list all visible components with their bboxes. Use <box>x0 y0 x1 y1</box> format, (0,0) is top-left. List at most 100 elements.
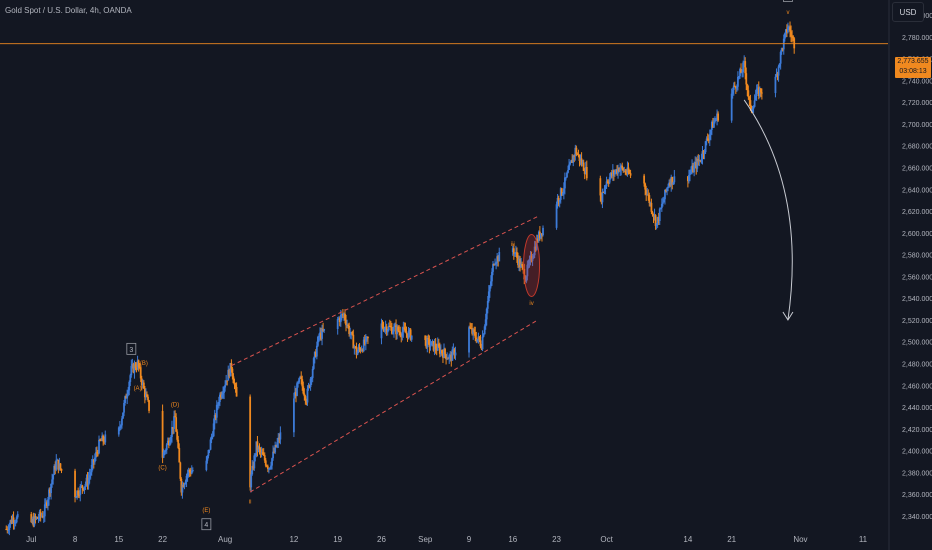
candle-body <box>431 340 434 342</box>
candle-body <box>229 362 232 377</box>
candle-body <box>651 211 654 215</box>
candles-layer <box>5 21 796 536</box>
candle-body <box>628 172 631 174</box>
candle-body <box>705 138 708 142</box>
candle-body <box>693 165 696 173</box>
candle-body <box>473 329 476 333</box>
candle-body <box>225 380 228 385</box>
candle-body <box>268 468 270 470</box>
candle-body <box>599 178 602 196</box>
candle-body <box>708 134 711 140</box>
symbol-legend[interactable]: Gold Spot / U.S. Dollar, 4h, OANDA <box>5 6 132 15</box>
candle-body <box>380 323 383 339</box>
candle-body <box>537 231 540 241</box>
candle-body <box>454 352 457 356</box>
candle-body <box>92 459 95 463</box>
candle-body <box>443 348 445 358</box>
candle-body <box>304 396 307 401</box>
candle-body <box>659 208 662 210</box>
candle-body <box>611 170 614 176</box>
candle-body <box>483 326 486 335</box>
candle-body <box>615 169 617 172</box>
candle-body <box>452 349 455 351</box>
candle-body <box>617 168 619 174</box>
candle-body <box>390 326 393 334</box>
candle-body <box>444 348 446 355</box>
candle-body <box>385 326 388 333</box>
candle-body <box>688 174 690 182</box>
candle-body <box>408 329 411 332</box>
candle-body <box>44 502 47 505</box>
candle-body <box>527 264 530 266</box>
candle-body <box>745 73 748 85</box>
candle-body <box>55 459 58 470</box>
candle-body <box>580 158 583 165</box>
candle-body <box>51 479 54 484</box>
candle-body <box>602 191 605 193</box>
candle-body <box>221 394 223 398</box>
candle-body <box>712 121 714 128</box>
candle-body <box>689 173 691 175</box>
candle-body <box>57 459 60 470</box>
candle-body <box>752 106 755 109</box>
candle-body <box>520 263 523 268</box>
candle-body <box>80 485 83 487</box>
candle-body <box>410 335 413 340</box>
candle-body <box>581 162 584 165</box>
candle-body <box>710 121 713 130</box>
candle-body <box>746 84 749 91</box>
currency-button[interactable]: USD <box>892 2 924 22</box>
candle-body <box>540 233 542 238</box>
price-tick-label: 2,340.000 <box>902 514 932 521</box>
candle-body <box>448 355 451 359</box>
candle-body <box>517 257 519 266</box>
candle-body <box>170 436 172 442</box>
wave-label: (C) <box>158 465 166 471</box>
candle-body <box>496 256 499 263</box>
candle-body <box>618 168 620 172</box>
wave-label: (D) <box>171 402 179 408</box>
candle-body <box>231 368 234 377</box>
candle-body <box>535 238 538 250</box>
candle-body <box>310 377 313 379</box>
candle-body <box>174 416 176 418</box>
candle-body <box>482 334 485 337</box>
candle-body <box>474 332 477 338</box>
candle-body <box>367 336 369 339</box>
candle-body <box>647 194 650 196</box>
candle-body <box>168 441 171 446</box>
candle-body <box>82 488 85 491</box>
candle-body <box>644 183 647 190</box>
candle-body <box>211 436 214 438</box>
candle-body <box>653 215 656 218</box>
candle-body <box>401 331 404 337</box>
time-tick-label: 9 <box>467 535 472 544</box>
candle-body <box>616 169 618 174</box>
candle-body <box>715 119 717 121</box>
candle-body <box>252 465 255 469</box>
candle-body <box>405 332 408 334</box>
candle-body <box>394 325 396 327</box>
candle-body <box>323 328 326 331</box>
time-tick-label: 15 <box>114 535 123 544</box>
time-axis[interactable]: Jul 8 15 22 Aug 12 19 26 Sep 9 16 23 Oct 14 21 Nov 11 <box>26 535 868 544</box>
candle-body <box>734 86 737 89</box>
channel-upper-line <box>231 216 539 367</box>
candle-body <box>654 215 657 226</box>
candle-body <box>350 332 353 334</box>
candle-body <box>186 472 189 476</box>
candle-body <box>49 489 51 494</box>
candle-body <box>264 460 267 466</box>
wave-label: 4 <box>204 522 208 529</box>
candle-body <box>60 468 63 471</box>
candle-body <box>361 349 364 351</box>
candle-body <box>122 412 124 419</box>
candle-body <box>271 458 273 466</box>
candle-body <box>612 170 615 175</box>
candle-body <box>358 347 361 349</box>
candle-body <box>669 182 672 186</box>
candle-body <box>7 530 10 532</box>
candle-body <box>123 403 125 413</box>
candle-body <box>10 520 13 523</box>
